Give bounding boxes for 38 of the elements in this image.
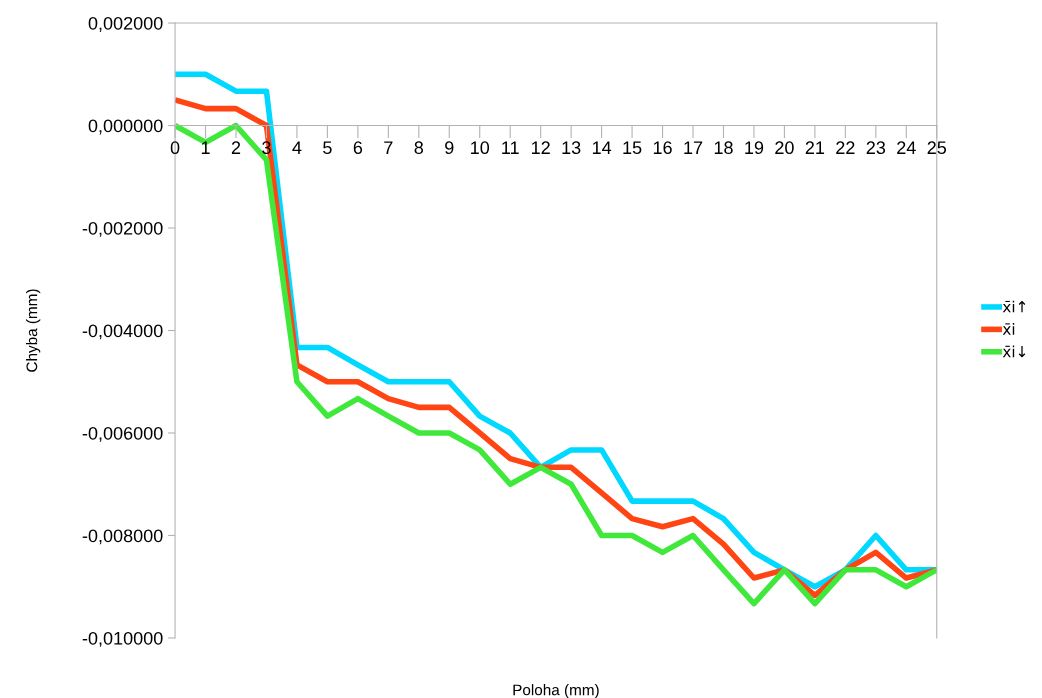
x-tick-label: 25 — [927, 141, 947, 155]
x-tick-label: 21 — [805, 141, 825, 154]
x-tick-label: 2 — [231, 141, 241, 154]
legend-label: x̄i — [1002, 323, 1015, 335]
y-tick-label: -0,008000 — [82, 529, 163, 545]
x-tick-label: 1 — [201, 141, 210, 154]
x-tick-label: 13 — [562, 141, 581, 155]
x-tick-label: 3 — [262, 141, 271, 155]
x-tick-label: 6 — [353, 141, 363, 155]
x-axis-title: Poloha (mm) — [513, 684, 599, 698]
x-tick-label: 10 — [471, 141, 490, 155]
x-tick-label: 22 — [836, 141, 855, 154]
y-tick-label: -0,010000 — [82, 631, 163, 647]
x-tick-label: 9 — [445, 141, 454, 155]
x-tick-label: 24 — [897, 141, 916, 154]
x-tick-label: 4 — [292, 141, 302, 154]
x-tick-label: 19 — [745, 141, 764, 155]
legend-label: x̄i↑ — [1002, 300, 1026, 313]
x-tick-label: 5 — [323, 141, 332, 155]
x-tick-label: 11 — [502, 141, 519, 154]
x-tick-label: 8 — [414, 141, 424, 155]
y-tick-label: -0,006000 — [82, 426, 163, 442]
y-axis-title: Chyba (mm) — [26, 289, 41, 372]
y-tick-label: -0,004000 — [82, 324, 163, 340]
x-tick-label: 20 — [775, 141, 794, 155]
x-tick-label: 18 — [714, 141, 733, 155]
x-tick-label: 17 — [684, 141, 703, 154]
legend-label: x̄i↓ — [1002, 345, 1026, 358]
x-tick-label: 0 — [170, 141, 180, 155]
y-tick-label: 0,000000 — [88, 119, 163, 135]
x-tick-label: 14 — [592, 141, 612, 154]
x-tick-label: 23 — [866, 141, 886, 155]
y-tick-label: -0,002000 — [82, 221, 163, 237]
x-tick-label: 15 — [623, 141, 642, 155]
x-tick-label: 12 — [532, 141, 550, 154]
x-tick-label: 7 — [384, 141, 393, 154]
y-tick-label: 0,002000 — [88, 16, 163, 32]
x-tick-label: 16 — [653, 141, 672, 155]
